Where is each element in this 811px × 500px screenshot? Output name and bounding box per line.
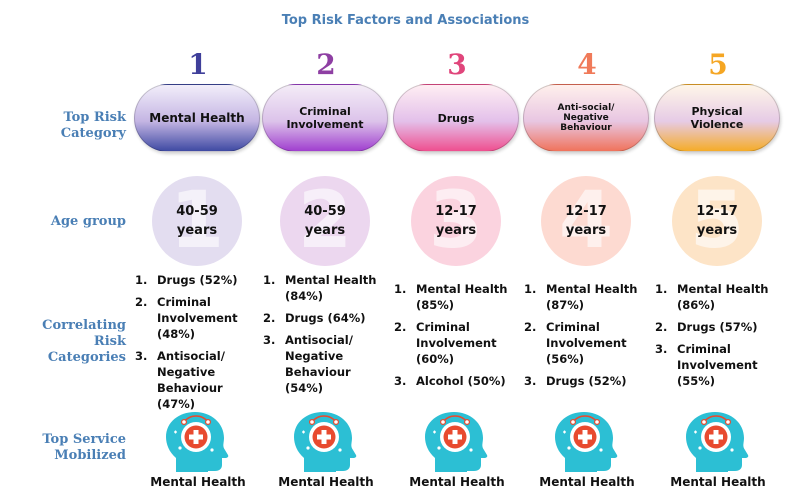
risk-category-pill: Physical Violence: [654, 84, 780, 152]
rank-number: 1: [188, 48, 208, 81]
service-label: Mental Health: [539, 475, 635, 489]
age-group-label: 12-17 years: [435, 204, 477, 238]
ghost-rank-digit: 1: [169, 176, 225, 266]
head-medical-cross-icon: [551, 410, 621, 474]
risk-column-5: 5 Physical Violence 5 12-17 years 1. Ment…: [653, 0, 783, 500]
ghost-rank-digit: 2: [297, 176, 353, 266]
list-item: 2. Drugs (64%): [263, 311, 366, 325]
row-label-service: Top Service Mobilized: [42, 432, 126, 463]
correlating-list: 1. Mental Health (86%) 2. Drugs (57%) 3. Cr…: [655, 281, 783, 395]
list-item: 3. Antisocial/ Negative Behaviour (54%): [263, 333, 353, 395]
list-item: 3. Antisocial/ Negative Behaviour (47%): [135, 349, 225, 411]
service-label: Mental Health: [670, 475, 766, 489]
age-group-label: 12-17 years: [565, 204, 607, 238]
age-group-circle: 1 40-59 years: [152, 176, 242, 266]
list-item: 2. Criminal Involvement (60%): [394, 320, 497, 366]
diagram-title: Top Risk Factors and Associations: [281, 13, 530, 28]
list-item: 1. Mental Health (85%): [394, 282, 508, 312]
risk-category-pill: Criminal Involvement: [262, 84, 388, 152]
row-label-age: Age group: [50, 214, 126, 229]
rank-number: 2: [316, 48, 336, 81]
risk-column-2: 2 Criminal Involvement 2 40-59 years 1. M…: [261, 0, 391, 500]
age-group-circle: 3 12-17 years: [411, 176, 501, 266]
age-group-label: 40-59 years: [304, 204, 346, 238]
rank-number: 5: [708, 48, 728, 81]
age-group-circle: 5 12-17 years: [672, 176, 762, 266]
service-label: Mental Health: [150, 475, 246, 489]
risk-category-pill: Mental Health: [134, 84, 260, 152]
ghost-rank-digit: 3: [428, 176, 484, 266]
risk-category-pill: Drugs: [393, 84, 519, 152]
head-medical-cross-icon: [421, 410, 491, 474]
age-group-label: 40-59 years: [176, 204, 218, 238]
list-item: 3. Alcohol (50%): [394, 374, 506, 388]
list-item: 2. Criminal Involvement (56%): [524, 320, 627, 366]
risk-column-4: 4 Anti-social/ Negative Behaviour 4 12-1…: [522, 0, 652, 500]
list-item: 2. Drugs (57%): [655, 320, 758, 334]
correlating-list: 1. Mental Health (84%) 2. Drugs (64%) 3. An…: [263, 272, 391, 402]
head-medical-cross-icon: [290, 410, 360, 474]
list-item: 1. Mental Health (86%): [655, 282, 769, 312]
risk-category-label: Anti-social/ Negative Behaviour: [557, 103, 615, 133]
risk-column-3: 3 Drugs 3 12-17 years 1. Mental Health (8…: [392, 0, 522, 500]
list-item: 1. Mental Health (87%): [524, 282, 638, 312]
head-medical-cross-icon: [162, 410, 232, 474]
correlating-list: 1. Drugs (52%) 2. Criminal Involvement (48…: [135, 272, 263, 418]
head-medical-cross-icon: [682, 410, 752, 474]
list-item: 1. Mental Health (84%): [263, 273, 377, 303]
risk-column-1: 1 Mental Health 1 40-59 years 1. Drugs (5…: [133, 0, 263, 500]
risk-category-label: Criminal Involvement: [286, 105, 364, 131]
age-group-circle: 2 40-59 years: [280, 176, 370, 266]
rank-number: 4: [577, 48, 597, 81]
age-group-circle: 4 12-17 years: [541, 176, 631, 266]
row-label-category: Top Risk Category: [60, 110, 126, 141]
row-label-correlating: Correlating Risk Categories: [42, 318, 126, 365]
service-label: Mental Health: [278, 475, 374, 489]
risk-category-label: Physical Violence: [690, 105, 744, 131]
correlating-list: 1. Mental Health (85%) 2. Criminal Involve…: [394, 281, 522, 395]
risk-category-label: Mental Health: [149, 111, 245, 125]
age-group-label: 12-17 years: [696, 204, 738, 238]
rank-number: 3: [447, 48, 467, 81]
correlating-list: 1. Mental Health (87%) 2. Criminal Involve…: [524, 281, 652, 395]
list-item: 2. Criminal Involvement (48%): [135, 295, 238, 341]
list-item: 1. Drugs (52%): [135, 273, 238, 287]
list-item: 3. Drugs (52%): [524, 374, 627, 388]
risk-category-pill: Anti-social/ Negative Behaviour: [523, 84, 649, 152]
service-label: Mental Health: [409, 475, 505, 489]
ghost-rank-digit: 5: [689, 176, 745, 266]
risk-category-label: Drugs: [437, 111, 475, 125]
ghost-rank-digit: 4: [558, 176, 614, 266]
list-item: 3. Criminal Involvement (55%): [655, 342, 758, 388]
